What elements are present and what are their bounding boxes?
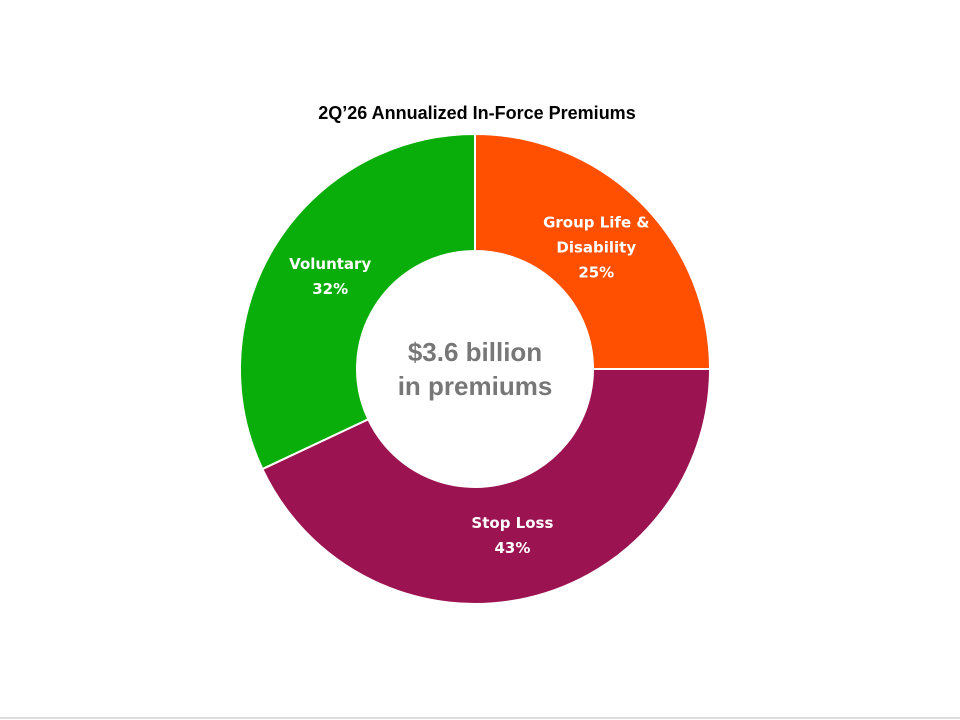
slice-value: 32% [312, 280, 349, 299]
slice [261, 368, 712, 605]
center-text: $3.6 billion [408, 337, 542, 367]
slice-label: Voluntary 32% [265, 252, 395, 302]
slice [474, 132, 712, 370]
slice-value: 25% [578, 263, 615, 282]
slice [239, 132, 476, 471]
chart-title: 2Q’26 Annualized In-Force Premiums [318, 103, 635, 123]
slice-category: Voluntary [289, 255, 372, 274]
donut [239, 132, 712, 605]
slice-label: Group Life & Disability 25% [531, 210, 661, 285]
slice-category: Group Life & Disability [543, 213, 650, 257]
slice-value: 43% [494, 539, 531, 558]
slice-category: Stop Loss [471, 514, 554, 533]
slice-label: Stop Loss 43% [447, 511, 577, 561]
center-text: in premiums [398, 371, 553, 401]
